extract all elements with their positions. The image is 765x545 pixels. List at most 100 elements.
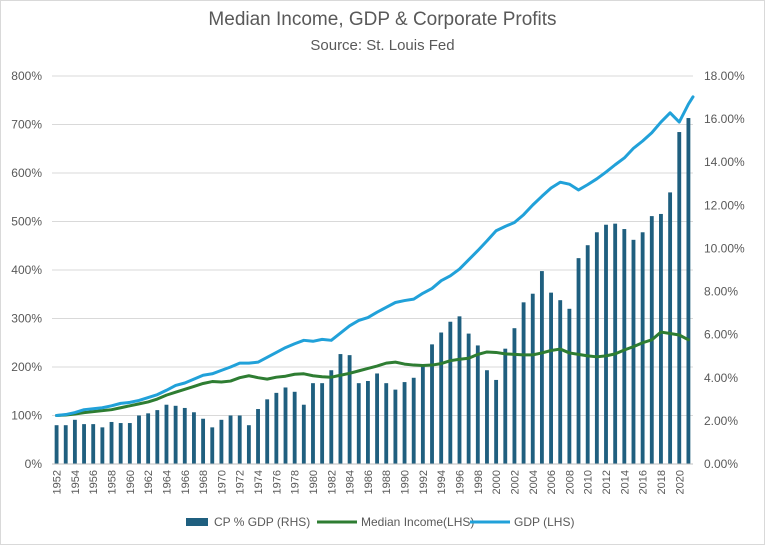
x-tick-label: 1974 <box>253 470 265 494</box>
cp-bar <box>54 425 59 464</box>
cp-bar <box>347 355 352 464</box>
right-axis-tick-label: 6.00% <box>704 328 738 342</box>
cp-bar <box>274 392 279 464</box>
cp-bar <box>201 418 206 464</box>
right-axis-tick-label: 4.00% <box>704 371 738 385</box>
x-tick-label: 1962 <box>143 470 155 494</box>
cp-bar <box>659 213 663 464</box>
cp-bar <box>448 321 453 464</box>
cp-bar <box>100 427 105 464</box>
cp-bar <box>677 132 682 465</box>
median-income-line <box>55 330 690 417</box>
x-tick-label: 1956 <box>88 470 100 494</box>
cp-bar <box>668 192 673 464</box>
cp-bar <box>228 415 233 464</box>
cp-bars <box>54 118 691 465</box>
cp-bar <box>182 407 187 464</box>
left-axis-tick-label: 700% <box>11 118 42 132</box>
x-tick-label: 1952 <box>52 470 64 494</box>
cp-bar <box>338 354 343 464</box>
cp-bar <box>402 382 407 464</box>
right-axis-tick-label: 10.00% <box>704 241 745 255</box>
chart-subtitle: Source: St. Louis Fed <box>310 37 455 54</box>
legend-label: Median Income(LHS) <box>361 515 474 529</box>
x-tick-label: 2020 <box>674 470 686 494</box>
legend-label: CP % GDP (RHS) <box>214 515 310 529</box>
cp-bar <box>192 412 196 464</box>
x-tick-label: 1972 <box>235 470 247 494</box>
x-tick-label: 1954 <box>70 470 82 494</box>
x-tick-label: 2012 <box>601 470 613 494</box>
cp-bar <box>365 381 370 464</box>
x-tick-label: 2008 <box>564 470 576 494</box>
cp-bar <box>503 348 508 464</box>
cp-bar <box>210 427 215 464</box>
legend: CP % GDP (RHS) Median Income(LHS) GDP (LHS… <box>186 515 574 529</box>
cp-bar <box>604 224 608 464</box>
cp-bar <box>301 404 306 464</box>
axes: 0% 100% 200% 300% 400% 500% 600% 700% 800% 0.00% 2… <box>11 69 745 494</box>
line-series <box>55 95 695 417</box>
left-axis-tick-label: 600% <box>11 166 42 180</box>
cp-bar <box>384 383 389 464</box>
x-tick-label: 2014 <box>619 470 631 494</box>
x-tick-label: 1990 <box>400 470 412 494</box>
cp-bar <box>439 332 444 464</box>
cp-bar <box>640 232 645 464</box>
cp-bar <box>146 413 151 464</box>
cp-bar <box>521 302 526 464</box>
right-axis-tick-label: 18.00% <box>704 69 745 83</box>
x-tick-label: 1958 <box>107 470 119 494</box>
x-tick-label: 1964 <box>161 470 173 494</box>
x-tick-label: 1988 <box>381 470 393 494</box>
x-tick-label: 2010 <box>583 470 595 494</box>
cp-bar <box>91 424 96 464</box>
x-tick-label: 1970 <box>216 470 228 494</box>
x-tick-label: 2006 <box>546 470 558 494</box>
legend-label: GDP (LHS) <box>514 515 574 529</box>
cp-bar <box>457 316 462 464</box>
left-axis-tick-label: 500% <box>11 215 42 229</box>
left-axis-tick-label: 400% <box>11 263 42 277</box>
cp-bar <box>485 370 489 464</box>
cp-bar <box>219 419 224 464</box>
cp-bar <box>256 409 260 464</box>
x-tick-label: 2004 <box>528 470 540 494</box>
cp-bar <box>686 118 691 465</box>
cp-bar <box>246 425 251 464</box>
cp-bar <box>411 377 416 464</box>
right-axis-tick-label: 0.00% <box>704 457 738 471</box>
cp-bar <box>109 421 114 464</box>
cp-bar <box>265 399 270 464</box>
cp-bar <box>420 364 425 464</box>
legend-swatch-cp <box>186 518 208 526</box>
x-tick-label: 1968 <box>198 470 210 494</box>
cp-bar <box>292 391 297 464</box>
cp-bar <box>164 404 169 464</box>
cp-bar <box>155 410 160 464</box>
x-tick-label: 1992 <box>418 470 430 494</box>
x-tick-label: 1980 <box>308 470 320 494</box>
cp-bar <box>137 415 141 464</box>
x-tick-label: 1996 <box>454 470 466 494</box>
cp-bar <box>594 232 599 464</box>
gdp-line <box>55 95 695 417</box>
x-tick-label: 2000 <box>491 470 503 494</box>
x-tick-label: 2016 <box>638 470 650 494</box>
left-axis-tick-label: 200% <box>11 360 42 374</box>
cp-bar <box>631 239 636 464</box>
x-tick-label: 2018 <box>656 470 668 494</box>
x-tick-label: 1960 <box>125 470 137 494</box>
x-tick-label: 1978 <box>290 470 302 494</box>
left-axis-tick-label: 0% <box>25 457 43 471</box>
cp-bar <box>118 423 123 464</box>
cp-bar <box>494 379 499 464</box>
cp-bar <box>320 383 325 464</box>
cp-bar <box>237 415 242 464</box>
cp-bar <box>549 292 553 464</box>
cp-bar <box>613 223 618 464</box>
x-tick-label: 1976 <box>271 470 283 494</box>
cp-bar <box>430 344 434 464</box>
